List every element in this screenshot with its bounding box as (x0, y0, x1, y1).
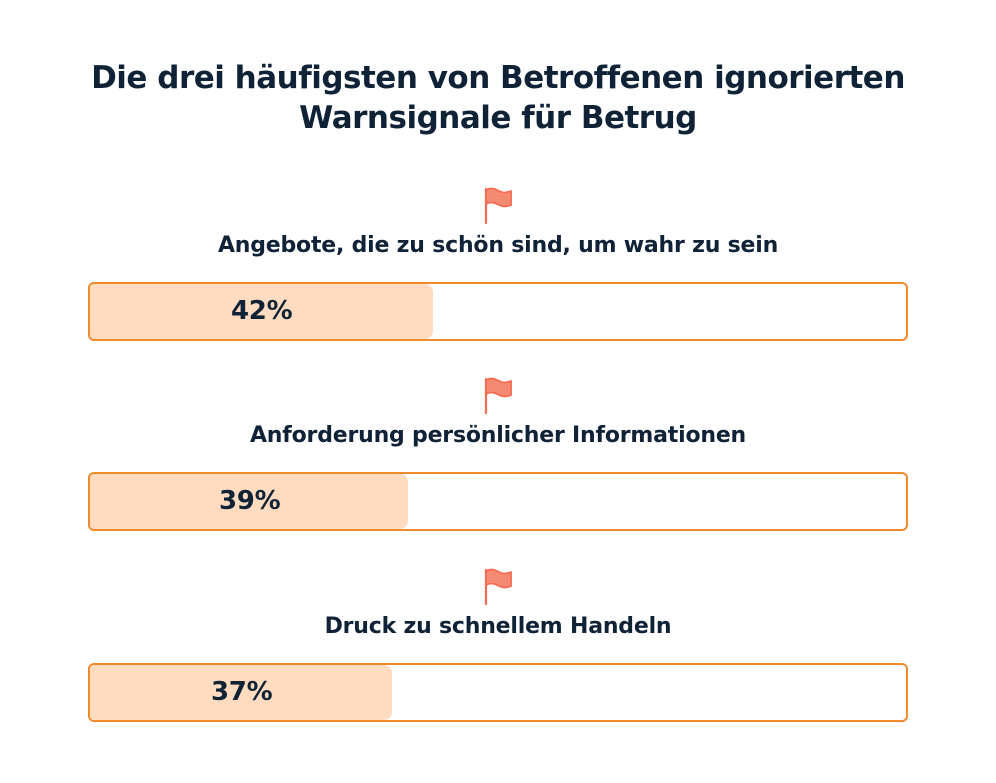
warning-item-3: Druck zu schnellem Handeln 37% (0, 567, 996, 747)
chart-title-line-1: Die drei häufigsten von Betroffenen igno… (91, 60, 905, 96)
bar-value-label: 37% (211, 677, 273, 707)
flag-icon (484, 187, 512, 225)
bar-fill (90, 665, 392, 720)
chart-title: Die drei häufigsten von Betroffenen igno… (0, 58, 996, 138)
bar-value-label: 39% (219, 486, 281, 516)
category-label: Angebote, die zu schön sind, um wahr zu … (217, 233, 779, 258)
flag-icon (484, 568, 512, 606)
category-label: Anforderung persönlicher Informationen (249, 423, 747, 448)
bar-track: 42% (88, 282, 908, 341)
bar-value-label: 42% (231, 296, 293, 326)
warning-item-2: Anforderung persönlicher Informationen 3… (0, 376, 996, 556)
bar-track: 39% (88, 472, 908, 531)
bar-fill (90, 284, 433, 339)
chart-title-line-2: Warnsignale für Betrug (299, 100, 697, 136)
warning-item-1: Angebote, die zu schön sind, um wahr zu … (0, 186, 996, 366)
bar-fill (90, 474, 408, 529)
flag-icon (484, 377, 512, 415)
category-label: Druck zu schnellem Handeln (324, 614, 672, 639)
bar-track: 37% (88, 663, 908, 722)
